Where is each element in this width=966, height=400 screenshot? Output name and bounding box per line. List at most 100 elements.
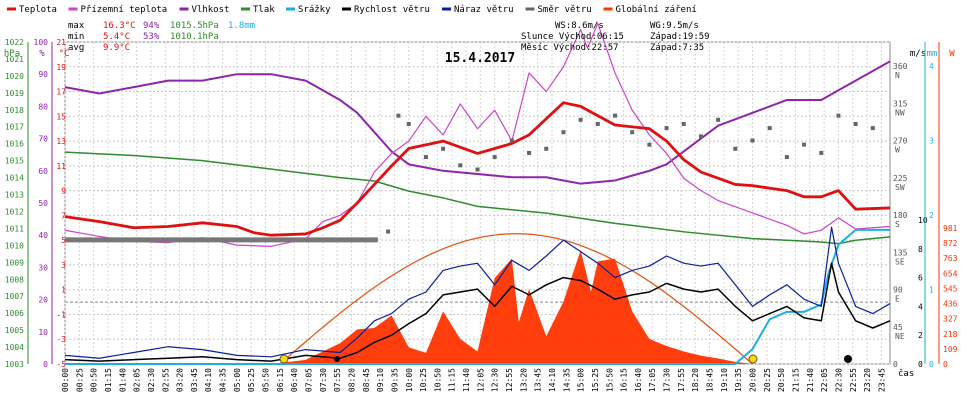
dir-tick-label: 90 <box>893 286 903 295</box>
chart-title: 15.4.2017 <box>445 51 515 66</box>
ms-tick-label: 4 <box>918 302 923 311</box>
y-tick-label: 40 <box>38 231 48 240</box>
wind-direction-dot <box>630 130 635 135</box>
wind-direction-dot <box>595 121 600 126</box>
y-tick-label: 100 <box>34 38 49 47</box>
y-tick-label: 10 <box>38 328 48 337</box>
x-tick-label: 16:40 <box>634 368 643 392</box>
wind-direction-dot <box>767 126 772 131</box>
y-tick-label: 70 <box>38 135 48 144</box>
y-tick-label: 9 <box>61 187 66 196</box>
x-tick-label: 04:35 <box>219 368 228 392</box>
stat-max-hum: 94% <box>143 21 160 31</box>
wind-direction-dot <box>853 121 858 126</box>
wind-direction-dot <box>475 167 480 172</box>
info-moon: Měsíc Východ:22:57 <box>521 43 619 53</box>
y-tick-label: 1016 <box>5 140 24 149</box>
x-tick-label: 08:45 <box>362 368 371 392</box>
wind-direction-dot <box>406 121 411 126</box>
dir-tick-label: 315 <box>893 99 908 108</box>
axis-title-mm: mm <box>927 49 938 59</box>
wind-direction-dot <box>527 150 532 155</box>
info-sun-set: Západ:19:59 <box>650 32 710 42</box>
wind-direction-dot <box>681 121 686 126</box>
y-tick-label: 11 <box>56 162 66 171</box>
wind-direction-dot <box>578 117 583 122</box>
mm-tick-label: 3 <box>929 137 934 146</box>
stat-min-label: min <box>68 32 84 42</box>
x-tick-label: 21:15 <box>791 368 800 392</box>
stat-rain: 1.8mm <box>228 21 255 31</box>
y-tick-label: 21 <box>56 38 66 47</box>
x-tick-label: 04:10 <box>204 368 213 392</box>
x-tick-label: 01:40 <box>118 368 127 392</box>
y-tick-label: 1003 <box>5 360 24 369</box>
dir-tick-label: 0 <box>893 360 898 369</box>
legend-label: Tlak <box>253 5 275 15</box>
wind-direction-dot <box>870 126 875 131</box>
wind-direction-dot <box>647 142 652 147</box>
wm-tick-label: 872 <box>943 239 958 248</box>
legend-label: Rychlost větru <box>354 5 430 15</box>
x-tick-label: 22:05 <box>820 368 829 392</box>
legend-label: Globální záření <box>616 5 697 15</box>
wind-direction-dot <box>802 142 807 147</box>
mm-tick-label: 0 <box>929 360 934 369</box>
stat-min-temp: 5.4°C <box>103 32 130 42</box>
x-tick-label: 05:50 <box>262 368 271 392</box>
y-tick-label: 1019 <box>5 89 24 98</box>
axis-title-wm: W <box>949 49 955 59</box>
wm-tick-label: 0 <box>943 360 948 369</box>
x-tick-label: 19:10 <box>720 368 729 392</box>
wind-speed-line <box>64 262 891 362</box>
sunset-marker <box>748 354 758 364</box>
x-tick-label: 20:25 <box>763 368 772 392</box>
y-tick-label: -5 <box>56 360 66 369</box>
x-tick-label: 18:20 <box>691 368 700 392</box>
y-tick-label: -1 <box>56 310 66 319</box>
x-tick-label: 00:00 <box>61 368 70 392</box>
wind-direction-dot <box>836 113 841 118</box>
y-tick-label: 1008 <box>5 275 24 284</box>
y-tick-label: 1 <box>61 286 66 295</box>
x-tick-label: 15:25 <box>591 368 600 392</box>
wind-direction-dot <box>423 155 428 160</box>
dir-tick-label: 135 <box>893 248 908 257</box>
x-tick-label: 12:55 <box>505 368 514 392</box>
x-tick-label: 22:30 <box>834 368 843 392</box>
series-lines <box>64 22 891 365</box>
wind-direction-dot <box>441 146 446 151</box>
dir-compass-label: NE <box>895 332 905 341</box>
x-tick-label: 22:55 <box>849 368 858 392</box>
y-tick-label: 1021 <box>5 55 24 64</box>
ms-tick-label: 2 <box>918 331 923 340</box>
y-tick-label: -3 <box>56 335 66 344</box>
axis-title: hPa <box>4 49 20 59</box>
wind-direction-dot <box>544 146 549 151</box>
y-tick-label: 3 <box>61 261 66 270</box>
y-tick-label: 1010 <box>5 241 24 250</box>
x-tick-label: 06:40 <box>290 368 299 392</box>
wind-direction-dot <box>458 163 463 168</box>
wind-direction-dot <box>664 126 669 131</box>
dir-compass-label: SE <box>895 257 905 266</box>
sunrise-marker <box>279 354 289 364</box>
info-wg: WG:9.5m/s <box>650 21 699 31</box>
stat-max-label: max <box>68 21 85 31</box>
y-tick-label: 1004 <box>5 343 24 352</box>
stat-avg-temp: 9.9°C <box>103 43 130 53</box>
dir-compass-label: W <box>895 146 900 155</box>
x-axis-unit: čas <box>898 368 914 379</box>
x-tick-label: 10:00 <box>405 368 414 392</box>
x-tick-label: 23:20 <box>863 368 872 392</box>
clear-sky-curve <box>279 233 753 365</box>
wm-tick-label: 109 <box>943 345 958 354</box>
ms-tick-label: 6 <box>918 274 923 283</box>
x-tick-label: 10:25 <box>419 368 428 392</box>
info-moon-set: Západ:7:35 <box>650 43 704 53</box>
dir-compass-label: E <box>895 295 900 304</box>
x-tick-label: 17:30 <box>663 368 672 392</box>
y-tick-label: 30 <box>38 263 48 272</box>
x-tick-label: 14:10 <box>548 368 557 392</box>
